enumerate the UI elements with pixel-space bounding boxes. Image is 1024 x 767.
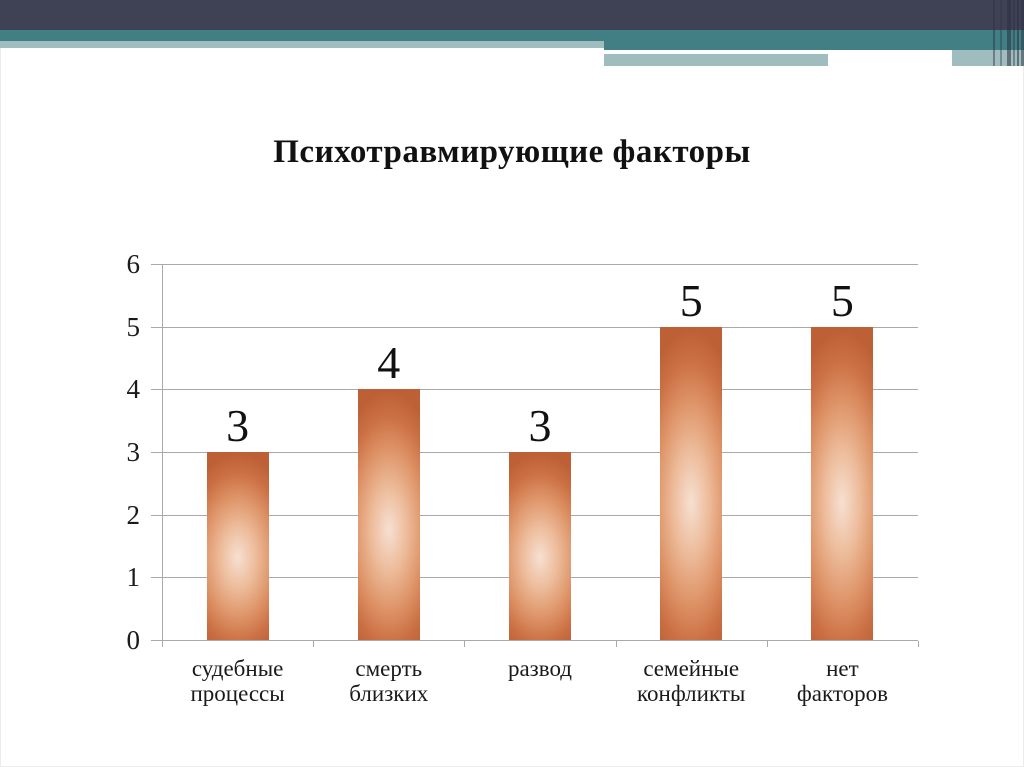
y-tick-mark-6 xyxy=(151,264,162,265)
header-lightteal-left xyxy=(0,41,620,48)
header-dark-bar xyxy=(0,0,1024,30)
y-tick-mark-5 xyxy=(151,326,162,328)
x-tick-mark-3 xyxy=(615,641,617,647)
x-tick-mark-5 xyxy=(918,641,919,647)
chart-plot-area: 0 1 2 3 4 5 6 3 судебные процессы 4 смерть близких 3 р… xyxy=(127,249,919,706)
bar-value-label: 5 xyxy=(679,274,703,326)
category-label-line: близких xyxy=(349,681,429,706)
bar-3 xyxy=(509,452,571,640)
bar-1 xyxy=(206,452,269,640)
bar-value-label: 5 xyxy=(830,274,854,326)
pinstripe xyxy=(1013,0,1015,66)
bar-2 xyxy=(357,389,420,640)
category-label-line: семейные xyxy=(643,656,740,681)
y-tick-mark-1 xyxy=(151,577,162,579)
y-tick-label: 5 xyxy=(126,311,141,342)
bar-value-label: 4 xyxy=(377,337,401,389)
category-label: смерть близких xyxy=(315,656,462,706)
y-tick-mark-2 xyxy=(151,514,162,516)
pinstripe xyxy=(1007,0,1011,66)
y-tick-mark-4 xyxy=(151,389,162,391)
bar-4 xyxy=(660,326,723,640)
y-tick-mark-0 xyxy=(151,640,162,641)
category-label: судебные процессы xyxy=(164,656,311,706)
category-label-line: судебные xyxy=(191,656,284,681)
slide-title: Психотравмирующие факторы xyxy=(273,134,751,171)
y-tick-label: 6 xyxy=(126,249,141,279)
bar-5 xyxy=(811,326,874,640)
category-label-line: процессы xyxy=(190,681,285,706)
category-label-line: развод xyxy=(507,656,572,681)
y-tick-label: 2 xyxy=(126,499,141,530)
pinstripe xyxy=(1017,0,1019,66)
category-label: нет факторов xyxy=(769,656,916,706)
category-label-line: факторов xyxy=(796,681,888,706)
category-label: семейные конфликты xyxy=(618,656,765,706)
pinstripe xyxy=(1000,0,1002,66)
pinstripe xyxy=(993,0,995,66)
x-tick-mark-4 xyxy=(766,641,768,647)
y-tick-mark-3 xyxy=(151,452,162,453)
gridline-6 xyxy=(162,264,918,265)
category-label-line: нет xyxy=(826,656,859,681)
category-label-line: смерть xyxy=(355,656,423,681)
bar-value-label: 3 xyxy=(226,400,250,451)
y-tick-label: 1 xyxy=(126,562,141,593)
x-axis-line xyxy=(162,640,918,641)
gridline-5 xyxy=(162,326,918,328)
y-tick-label: 0 xyxy=(126,625,141,655)
pinstripe xyxy=(1021,0,1024,66)
header-teal-bar xyxy=(0,30,1024,41)
category-label-line: конфликты xyxy=(637,681,746,706)
header-lightteal-right-step xyxy=(604,54,828,66)
x-tick-mark-2 xyxy=(464,641,466,647)
category-label: развод xyxy=(466,656,613,681)
header-pinstripes xyxy=(992,0,1024,66)
x-tick-mark-1 xyxy=(313,641,315,647)
y-tick-label: 3 xyxy=(126,437,141,467)
gridline-4 xyxy=(162,389,918,391)
header-teal-right-step xyxy=(604,41,1024,50)
y-tick-label: 4 xyxy=(126,374,141,405)
x-tick-mark-0 xyxy=(162,641,163,647)
header-lightteal-right-edge xyxy=(952,50,1024,66)
bar-value-label: 3 xyxy=(528,400,552,451)
